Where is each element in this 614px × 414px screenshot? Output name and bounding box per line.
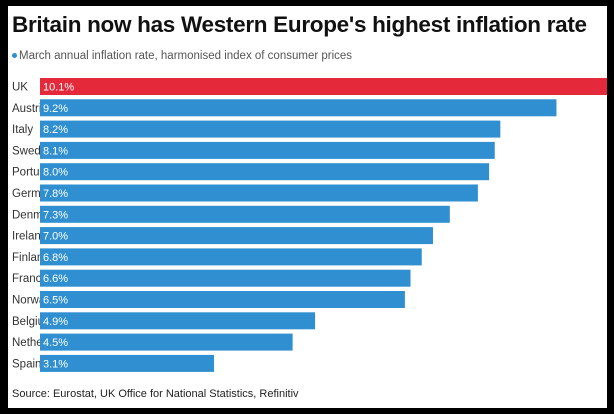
value-label: 7.3% xyxy=(43,209,68,221)
bar-austria xyxy=(40,99,557,117)
bar-netherlands xyxy=(40,333,293,351)
value-label: 4.5% xyxy=(43,337,68,349)
bar-spain xyxy=(40,354,215,372)
bar-uk xyxy=(40,78,607,95)
bar-germany xyxy=(40,184,478,202)
chart-subtitle: March annual inflation rate, harmonised … xyxy=(12,50,352,62)
value-label: 10.1% xyxy=(43,82,74,94)
value-label: 3.1% xyxy=(43,358,68,370)
value-label: 7.0% xyxy=(43,231,68,243)
bar-finland xyxy=(40,248,422,266)
bar-portugal xyxy=(40,163,490,181)
value-label: 8.1% xyxy=(43,145,68,157)
value-label: 7.8% xyxy=(43,188,68,200)
chart-card: Britain now has Western Europe's highest… xyxy=(8,6,607,408)
value-label: 6.8% xyxy=(43,252,68,264)
bar-belgium xyxy=(40,312,316,330)
bar-italy xyxy=(40,120,501,138)
series-dot-icon xyxy=(12,53,17,59)
bar-france xyxy=(40,269,411,287)
value-label: 6.6% xyxy=(43,273,68,285)
bar-norway xyxy=(40,291,405,308)
category-label: France xyxy=(12,273,48,285)
category-label: Spain xyxy=(12,358,41,370)
bar-ireland xyxy=(40,227,433,245)
chart-subtitle-text: March annual inflation rate, harmonised … xyxy=(19,50,353,62)
category-label: Italy xyxy=(12,124,33,136)
bar-sweden xyxy=(40,141,495,159)
category-label: UK xyxy=(12,82,28,94)
value-label: 8.0% xyxy=(43,167,68,179)
value-label: 9.2% xyxy=(43,103,68,115)
value-label: 8.2% xyxy=(43,124,68,136)
value-label: 4.9% xyxy=(43,316,68,328)
chart-title: Britain now has Western Europe's highest… xyxy=(12,12,587,37)
category-label: Ireland xyxy=(12,231,47,243)
bar-denmark xyxy=(40,205,450,223)
value-label: 6.5% xyxy=(43,295,68,307)
category-label: Austria xyxy=(12,103,48,115)
source-note: Source: Eurostat, UK Office for National… xyxy=(12,388,299,400)
